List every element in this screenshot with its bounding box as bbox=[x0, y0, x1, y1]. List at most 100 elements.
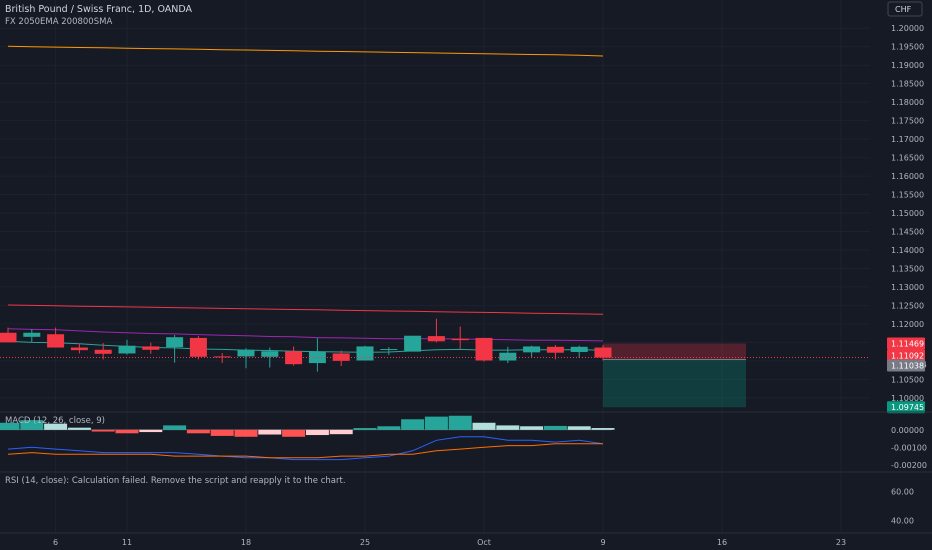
candle[interactable] bbox=[308, 338, 326, 372]
candle-body bbox=[356, 346, 374, 361]
macd-histogram-bar bbox=[567, 426, 591, 430]
candle[interactable] bbox=[142, 342, 160, 354]
last-price-label: 1.11092 bbox=[891, 351, 924, 360]
macd-histogram-bar bbox=[377, 426, 401, 430]
candle[interactable] bbox=[285, 346, 303, 366]
macd-histogram-bar bbox=[234, 429, 258, 437]
candle[interactable] bbox=[118, 339, 136, 355]
macd-axis: 0.00000 -0.00100 -0.00200 bbox=[891, 426, 927, 470]
indicator-legend: FX 2050EMA 200800SMA bbox=[5, 17, 112, 27]
price-tick-label: 1.10500 bbox=[891, 375, 924, 384]
price-tick-label: 1.17500 bbox=[891, 117, 924, 126]
price-tick-label: 1.15500 bbox=[891, 191, 924, 200]
macd-histogram-bar bbox=[472, 422, 496, 430]
candle[interactable] bbox=[570, 345, 588, 358]
price-tick-label: 1.19000 bbox=[891, 61, 924, 70]
macd-histogram-bar bbox=[91, 429, 115, 432]
candle[interactable] bbox=[47, 327, 65, 348]
candle[interactable] bbox=[404, 335, 422, 352]
position-target-zone[interactable] bbox=[603, 343, 746, 360]
macd-tick-label: 0.00000 bbox=[891, 426, 924, 435]
candle-body bbox=[23, 332, 41, 337]
candle[interactable] bbox=[380, 347, 398, 355]
candle-body bbox=[213, 356, 231, 358]
macd-histogram-bar bbox=[44, 423, 68, 430]
candle[interactable] bbox=[166, 334, 184, 363]
candle-body bbox=[261, 351, 279, 357]
candle[interactable] bbox=[523, 345, 541, 358]
candle-body bbox=[523, 346, 541, 353]
candle-body bbox=[285, 351, 303, 365]
macd-histogram-bar bbox=[520, 426, 544, 430]
macd-histogram-bar bbox=[305, 429, 329, 436]
position-stop-zone[interactable] bbox=[603, 359, 746, 408]
candle[interactable] bbox=[94, 343, 112, 360]
candle[interactable] bbox=[356, 345, 374, 361]
candle-body bbox=[475, 337, 493, 361]
chart-grid bbox=[0, 0, 870, 533]
sma800-line bbox=[7, 45, 604, 57]
entry-price-label-bg bbox=[887, 359, 925, 372]
macd-histogram-bar bbox=[115, 429, 139, 434]
time-axis[interactable]: 6 11 18 25 Oct 9 16 23 bbox=[53, 538, 846, 547]
rsi-axis: 60.00 40.00 bbox=[891, 487, 914, 525]
candle-body bbox=[94, 349, 112, 354]
candle-body bbox=[237, 349, 255, 357]
chart-title: British Pound / Swiss Franc, 1D, OANDA bbox=[5, 4, 193, 15]
price-tick-label: 1.13000 bbox=[891, 283, 924, 292]
candle[interactable] bbox=[499, 346, 517, 364]
candle-body bbox=[308, 351, 326, 364]
candles[interactable] bbox=[0, 318, 612, 372]
candle-body bbox=[404, 335, 422, 352]
candle-body bbox=[70, 347, 88, 351]
macd-histogram-bar bbox=[210, 429, 234, 436]
candle[interactable] bbox=[475, 337, 493, 362]
price-tick-label: 1.18000 bbox=[891, 98, 924, 107]
candle-body bbox=[499, 352, 517, 361]
macd-tick-label: -0.00200 bbox=[891, 461, 927, 470]
macd-histogram-bar bbox=[282, 429, 306, 437]
candle-body bbox=[142, 346, 160, 350]
price-tick-label: 1.10000 bbox=[891, 394, 924, 403]
price-tick-label: 1.16000 bbox=[891, 172, 924, 181]
candle[interactable] bbox=[332, 350, 350, 367]
macd-histogram-bar bbox=[424, 416, 448, 430]
price-tick-label: 1.14500 bbox=[891, 228, 924, 237]
sma200-line bbox=[7, 304, 604, 315]
time-tick-label: 25 bbox=[360, 538, 370, 547]
candle-body bbox=[332, 353, 350, 361]
macd-histogram-bar bbox=[67, 427, 91, 430]
candle-body bbox=[189, 337, 207, 357]
currency-label: CHF bbox=[895, 5, 912, 14]
macd-histogram-bar bbox=[258, 429, 282, 435]
macd-pane bbox=[0, 415, 615, 461]
price-tick-label: 1.20000 bbox=[891, 24, 924, 33]
price-tick-label: 1.12000 bbox=[891, 320, 924, 329]
macd-histogram-bar bbox=[163, 425, 187, 430]
candle[interactable] bbox=[0, 327, 17, 343]
macd-histogram-bar bbox=[591, 428, 615, 430]
candle[interactable] bbox=[427, 318, 445, 343]
macd-line bbox=[7, 436, 604, 461]
candle[interactable] bbox=[451, 326, 469, 349]
candle-body bbox=[594, 347, 612, 358]
macd-histogram-bar bbox=[448, 415, 472, 430]
candle[interactable] bbox=[189, 336, 207, 360]
candle[interactable] bbox=[546, 344, 564, 360]
macd-histogram-bar bbox=[543, 425, 567, 430]
candle[interactable] bbox=[70, 343, 88, 354]
candle-body bbox=[47, 334, 65, 348]
price-tick-label: 1.12500 bbox=[891, 301, 924, 310]
price-tick-label: 1.16500 bbox=[891, 154, 924, 163]
candle[interactable] bbox=[213, 353, 231, 364]
candle[interactable] bbox=[237, 348, 255, 369]
time-tick-label: 6 bbox=[53, 538, 58, 547]
candle[interactable] bbox=[261, 347, 279, 368]
candle[interactable] bbox=[23, 329, 41, 343]
price-tick-label: 1.18500 bbox=[891, 80, 924, 89]
target-price-label-bg bbox=[887, 337, 925, 350]
position-tool[interactable] bbox=[603, 343, 746, 408]
currency-button[interactable] bbox=[887, 1, 923, 17]
